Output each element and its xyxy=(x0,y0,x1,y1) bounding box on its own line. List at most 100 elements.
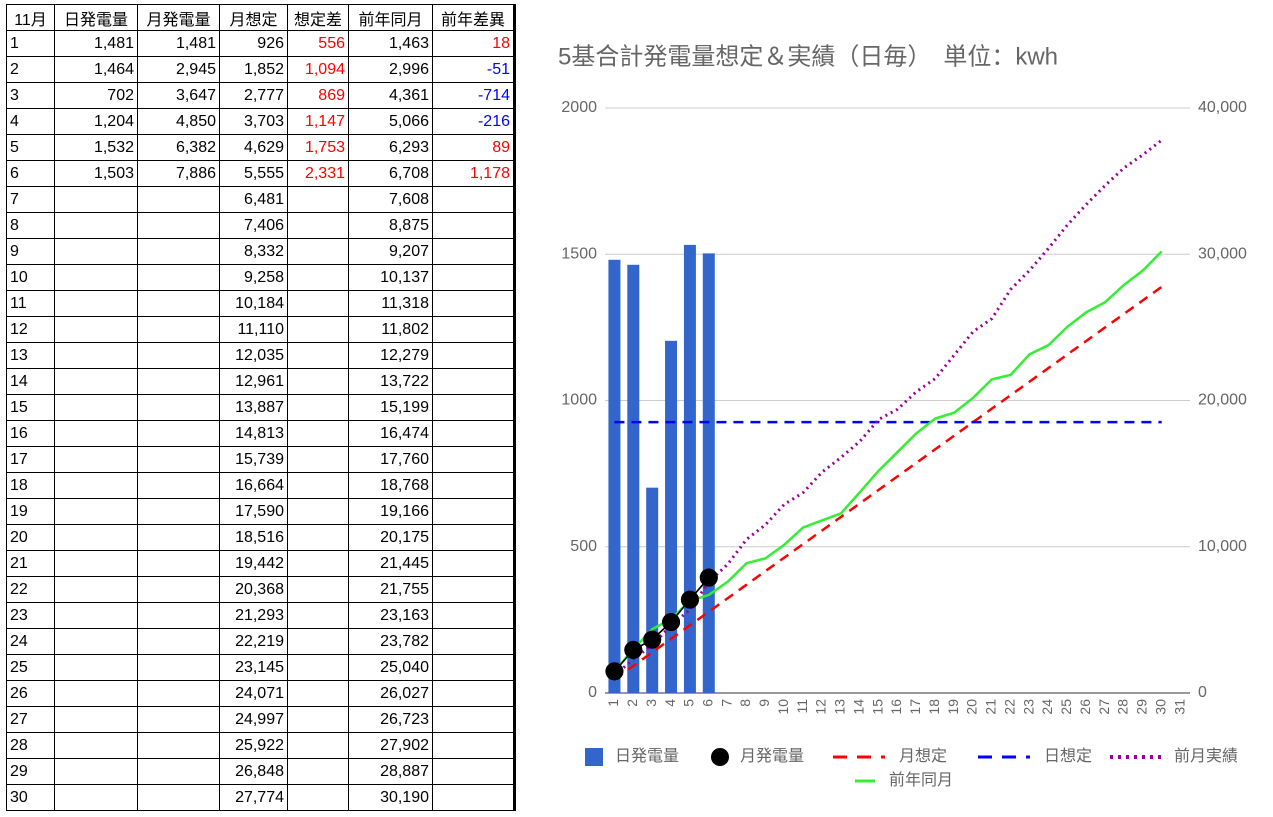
table-cell: 2,945 xyxy=(137,56,220,83)
table-cell: 1,204 xyxy=(54,108,138,135)
table-cell xyxy=(287,680,349,707)
table-cell: 16,474 xyxy=(348,420,433,447)
point xyxy=(662,613,681,632)
table-cell: 1,503 xyxy=(54,160,138,187)
table-cell: 8,332 xyxy=(219,238,288,265)
table-cell xyxy=(54,368,138,395)
table-row: 21 19,442 21,445 xyxy=(6,550,516,577)
table-cell: 6,382 xyxy=(137,134,220,161)
header-cell: 月発電量 xyxy=(137,4,220,31)
table-cell: 2,996 xyxy=(348,56,433,83)
table-cell: 15,199 xyxy=(348,394,433,421)
table-cell: 9,207 xyxy=(348,238,433,265)
table-cell xyxy=(54,264,138,291)
table-cell xyxy=(137,342,220,369)
table-cell xyxy=(137,420,220,447)
x-tick-label: 16 xyxy=(888,699,904,715)
x-tick-label: 13 xyxy=(832,699,848,715)
table-row: 8 7,406 8,875 xyxy=(6,212,516,239)
table-cell: -51 xyxy=(432,56,516,83)
table-cell: 13,887 xyxy=(219,394,288,421)
header-cell: 月想定 xyxy=(219,4,288,31)
table-cell xyxy=(287,472,349,499)
table-cell xyxy=(54,524,138,551)
table-cell xyxy=(54,316,138,343)
table-cell: 22,219 xyxy=(219,628,288,655)
table-cell xyxy=(137,784,220,811)
table-cell: 19,442 xyxy=(219,550,288,577)
table-cell xyxy=(54,394,138,421)
table-cell: 21,445 xyxy=(348,550,433,577)
x-tick-label: 22 xyxy=(1001,699,1017,715)
table-cell: 27,774 xyxy=(219,784,288,811)
connector xyxy=(613,577,710,672)
table-cell xyxy=(432,784,516,811)
table-cell: 8 xyxy=(6,212,55,239)
table-cell: 1,481 xyxy=(137,30,220,57)
point xyxy=(699,568,718,587)
table-cell: 14 xyxy=(6,368,55,395)
table-cell: 14,813 xyxy=(219,420,288,447)
x-tick-label: 26 xyxy=(1077,699,1093,715)
legend-label: 月発電量 xyxy=(740,747,804,765)
table-cell xyxy=(432,342,516,369)
x-tick-label: 1 xyxy=(605,699,621,707)
table-cell: 20 xyxy=(6,524,55,551)
x-tick-label: 19 xyxy=(945,699,961,715)
table-cell: 17,590 xyxy=(219,498,288,525)
table-cell: 4 xyxy=(6,108,55,135)
table-cell xyxy=(432,576,516,603)
table-cell: 25 xyxy=(6,654,55,681)
table-cell: 1,753 xyxy=(287,134,349,161)
x-tick-label: 6 xyxy=(699,699,715,707)
table-row: 12 11,110 11,802 xyxy=(6,316,516,343)
x-tick-label: 31 xyxy=(1171,699,1187,715)
table-cell: -714 xyxy=(432,82,516,109)
table-cell xyxy=(137,498,220,525)
table-cell: 12,279 xyxy=(348,342,433,369)
table-cell: 7,608 xyxy=(348,186,433,213)
table-cell: 5,555 xyxy=(219,160,288,187)
table-cell xyxy=(137,680,220,707)
table-cell: 17,760 xyxy=(348,446,433,473)
table-cell xyxy=(54,238,138,265)
point xyxy=(662,613,681,632)
bar xyxy=(683,244,696,693)
bar xyxy=(702,253,715,693)
table-cell xyxy=(287,654,349,681)
x-tick-label: 20 xyxy=(964,699,980,715)
table-cell: 26,723 xyxy=(348,706,433,733)
header-cell: 想定差 xyxy=(287,4,349,31)
table-cell xyxy=(137,394,220,421)
table-cell: 9,258 xyxy=(219,264,288,291)
table-cell xyxy=(287,290,349,317)
x-tick-label: 25 xyxy=(1058,699,1074,715)
legend-label: 前月実績 xyxy=(1174,747,1238,765)
line-series xyxy=(613,285,1163,681)
point xyxy=(643,630,662,649)
table-cell xyxy=(287,628,349,655)
table-cell: 702 xyxy=(54,82,138,109)
table-cell: 29 xyxy=(6,758,55,785)
table-cell xyxy=(287,758,349,785)
table-cell xyxy=(432,732,516,759)
table-cell xyxy=(287,186,349,213)
table-cell: 17 xyxy=(6,446,55,473)
bar xyxy=(608,259,621,693)
table-cell xyxy=(287,368,349,395)
table-cell xyxy=(287,394,349,421)
table-cell: 8,875 xyxy=(348,212,433,239)
table-cell xyxy=(287,264,349,291)
table-cell xyxy=(432,758,516,785)
bar xyxy=(665,340,678,693)
table-cell xyxy=(432,212,516,239)
table-row: 14 12,961 13,722 xyxy=(6,368,516,395)
x-tick-label: 28 xyxy=(1115,699,1131,715)
table-cell: 20,175 xyxy=(348,524,433,551)
y2-tick-label: 30,000 xyxy=(1198,245,1247,262)
table-cell xyxy=(432,420,516,447)
y-tick-label: 2000 xyxy=(561,99,597,116)
table-cell xyxy=(54,784,138,811)
table-cell: 1 xyxy=(6,30,55,57)
table-cell: 10,184 xyxy=(219,290,288,317)
